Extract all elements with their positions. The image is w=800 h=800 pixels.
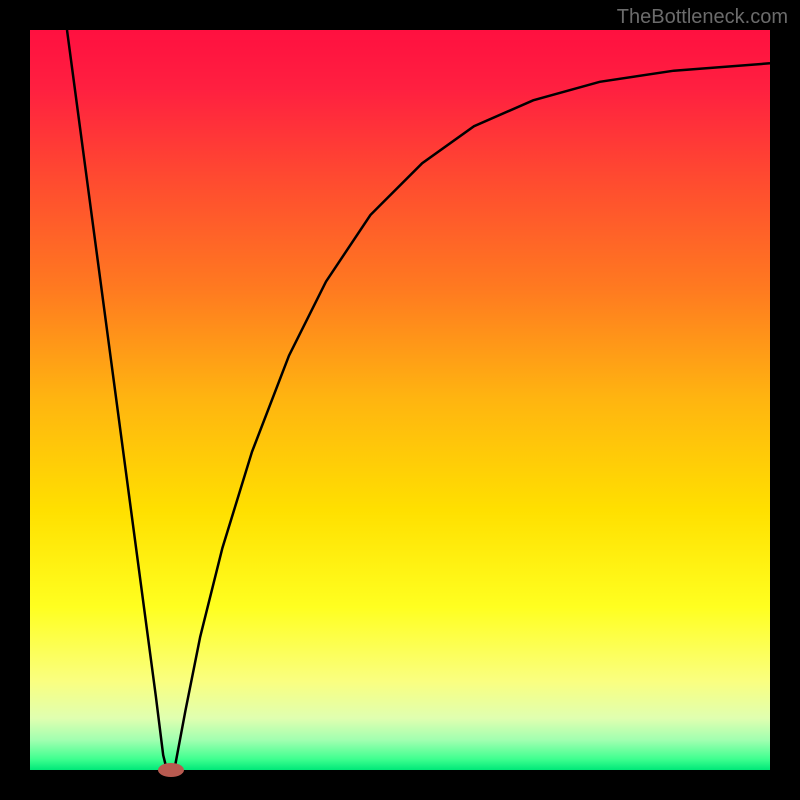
curve-right-branch [174, 63, 770, 770]
minimum-marker [158, 763, 184, 777]
chart-plot-area [30, 30, 770, 770]
watermark-text: TheBottleneck.com [617, 6, 788, 29]
chart-curves [30, 30, 770, 770]
curve-left-branch [67, 30, 167, 770]
